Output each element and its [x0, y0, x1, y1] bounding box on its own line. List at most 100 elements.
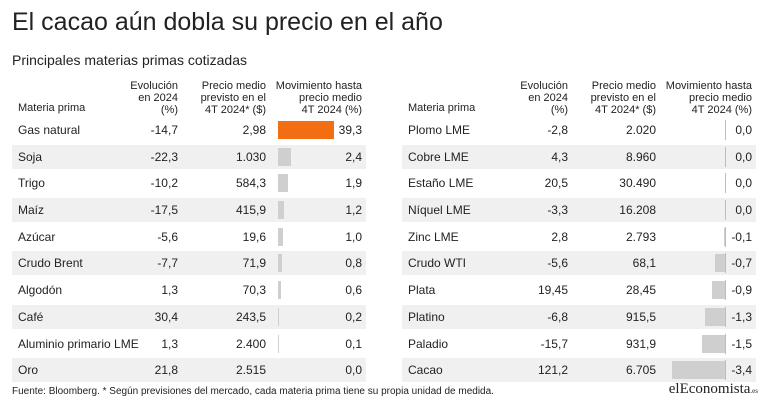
header-materia-prima: Materia prima [18, 102, 86, 114]
header-evolucion: Evolución en 2024 (%) [520, 80, 568, 116]
row-precio: 19,6 [242, 229, 266, 244]
row-movimiento: -3,4 [731, 363, 752, 378]
row-precio: 243,5 [235, 309, 266, 324]
row-name: Paladio [408, 336, 449, 351]
header-materia-prima: Materia prima [408, 102, 476, 114]
movement-bar [278, 307, 280, 326]
zero-axis-line [725, 226, 726, 247]
row-movimiento: -0,1 [731, 229, 752, 244]
bar-area [278, 334, 336, 354]
zero-axis-line [725, 120, 726, 140]
table-row: Aluminio primario LME 1,3 2.400 0,1 [12, 332, 366, 356]
movement-bar [672, 361, 726, 380]
bar-area [668, 333, 726, 354]
row-evolucion: 30,4 [154, 309, 178, 324]
row-name: Níquel LME [408, 203, 471, 218]
row-name: Zinc LME [408, 229, 459, 244]
bar-area [278, 253, 336, 273]
row-movimiento: 0,8 [345, 256, 362, 271]
row-movimiento: -0,7 [731, 256, 752, 271]
row-movimiento: 0,0 [735, 176, 752, 191]
row-evolucion: 2,8 [551, 229, 568, 244]
row-movimiento: 0,0 [735, 203, 752, 218]
table-row: Trigo -10,2 584,3 1,9 [12, 171, 366, 195]
movement-bar [278, 147, 291, 166]
row-precio: 931,9 [625, 336, 656, 351]
table-row: Crudo WTI -5,6 68,1 -0,7 [402, 251, 756, 276]
bar-area [668, 360, 726, 381]
row-name: Soja [18, 149, 43, 164]
bar-area [278, 120, 336, 140]
row-precio: 2,98 [242, 123, 266, 137]
row-movimiento: 0,0 [345, 363, 362, 378]
movement-bar [278, 174, 289, 193]
row-precio: 68,1 [632, 256, 656, 271]
row-name: Cacao [408, 363, 443, 378]
table-row: Plomo LME -2,8 2.020 0,0 [402, 118, 756, 142]
row-movimiento: 1,2 [345, 203, 362, 218]
bar-area [278, 280, 336, 300]
bar-area [278, 200, 336, 220]
movement-bar [702, 334, 726, 353]
movement-bar [714, 254, 726, 273]
row-movimiento: 0,6 [345, 283, 362, 298]
zero-axis-line [725, 253, 726, 274]
table-row: Oro 21,8 2.515 0,0 [12, 358, 366, 383]
row-evolucion: -6,8 [547, 309, 568, 324]
row-evolucion: -7,7 [157, 256, 178, 271]
movement-bar [278, 281, 282, 300]
bar-area [668, 120, 726, 140]
bar-area [278, 173, 336, 193]
row-precio: 2.400 [235, 336, 266, 351]
row-evolucion: -5,6 [157, 229, 178, 244]
row-movimiento: -1,5 [731, 336, 752, 351]
row-evolucion: 4,3 [551, 149, 568, 164]
row-evolucion: 121,2 [537, 363, 568, 378]
zero-axis-line [725, 146, 726, 167]
header-movimiento: Movimiento hasta precio medio 4T 2024 (%) [665, 80, 752, 116]
table-rows: Plomo LME -2,8 2.020 0,0 Cobre LME 4,3 8.960 0,… [402, 118, 756, 385]
movement-bar [278, 334, 279, 353]
table-row: Algodón 1,3 70,3 0,6 [12, 278, 366, 302]
movement-bar [278, 227, 284, 246]
table-row: Plata 19,45 28,45 -0,9 [402, 278, 756, 302]
bar-area [668, 173, 726, 194]
row-evolucion: 19,45 [537, 283, 568, 298]
chart-subtitle: Principales materias primas cotizadas [12, 52, 247, 68]
movement-bar [278, 254, 283, 273]
row-name: Crudo Brent [18, 256, 83, 271]
header-movimiento: Movimiento hasta precio medio 4T 2024 (%) [275, 80, 362, 116]
brand-logo: elEconomista.es [668, 381, 758, 397]
row-precio: 415,9 [235, 203, 266, 218]
row-precio: 2.793 [625, 229, 656, 244]
zero-axis-line [725, 333, 726, 354]
row-name: Cobre LME [408, 149, 469, 164]
row-movimiento: 2,4 [345, 149, 362, 164]
row-movimiento: 1,9 [345, 176, 362, 191]
table-row: Cobre LME 4,3 8.960 0,0 [402, 144, 756, 169]
zero-axis-line [725, 280, 726, 301]
row-precio: 8.960 [625, 149, 656, 164]
zero-axis-line [725, 200, 726, 221]
row-precio: 16.208 [619, 203, 656, 218]
row-precio: 70,3 [242, 283, 266, 298]
table-row: Azúcar -5,6 19,6 1,0 [12, 225, 366, 249]
row-movimiento: 1,0 [345, 229, 362, 244]
movement-bar [711, 281, 726, 300]
table-rows: Gas natural -14,7 2,98 39,3 Soja -22,3 1.030 2,… [12, 118, 366, 385]
row-precio: 2.020 [625, 123, 656, 137]
row-precio: 30.490 [619, 176, 656, 191]
row-movimiento: -1,3 [731, 309, 752, 324]
table-row: Soja -22,3 1.030 2,4 [12, 144, 366, 169]
row-evolucion: 1,3 [161, 283, 178, 298]
zero-axis-line [725, 306, 726, 327]
row-name: Gas natural [18, 123, 81, 137]
row-evolucion: -14,7 [150, 123, 178, 137]
bar-area [278, 227, 336, 247]
table-row: Cacao 121,2 6.705 -3,4 [402, 358, 756, 383]
table-row: Paladio -15,7 931,9 -1,5 [402, 332, 756, 356]
bar-area [278, 147, 336, 167]
movement-bar [705, 307, 726, 326]
row-evolucion: -17,5 [150, 203, 178, 218]
row-evolucion: -22,3 [150, 149, 178, 164]
